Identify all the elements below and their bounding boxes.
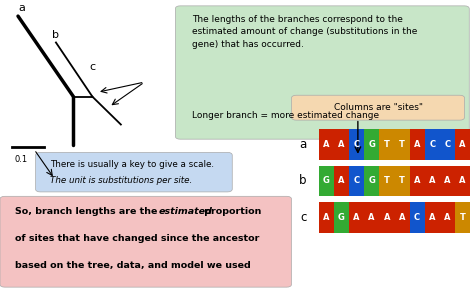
FancyBboxPatch shape — [349, 166, 364, 196]
Text: A: A — [338, 176, 345, 185]
FancyBboxPatch shape — [319, 166, 334, 196]
Text: a: a — [18, 3, 25, 13]
Text: The lengths of the branches correspond to the
estimated amount of change (substi: The lengths of the branches correspond t… — [192, 15, 417, 49]
FancyBboxPatch shape — [410, 202, 425, 233]
FancyBboxPatch shape — [36, 152, 232, 192]
Text: A: A — [323, 213, 329, 222]
Text: b: b — [52, 30, 59, 40]
FancyBboxPatch shape — [0, 196, 292, 287]
Text: 0.1: 0.1 — [14, 155, 27, 164]
Text: proportion: proportion — [201, 207, 261, 216]
Text: Columns are "sites": Columns are "sites" — [334, 103, 422, 112]
Text: A: A — [444, 213, 451, 222]
FancyBboxPatch shape — [379, 202, 394, 233]
Text: There is usually a key to give a scale.: There is usually a key to give a scale. — [50, 160, 214, 169]
Text: C: C — [429, 140, 435, 149]
Text: estimated: estimated — [158, 207, 212, 216]
Text: T: T — [384, 176, 390, 185]
Text: G: G — [338, 213, 345, 222]
FancyBboxPatch shape — [364, 129, 379, 160]
Text: c: c — [301, 211, 307, 224]
Text: T: T — [460, 213, 465, 222]
Text: A: A — [429, 176, 436, 185]
Text: A: A — [414, 140, 420, 149]
Text: G: G — [323, 176, 329, 185]
FancyBboxPatch shape — [394, 166, 410, 196]
FancyBboxPatch shape — [425, 202, 440, 233]
Text: T: T — [384, 140, 390, 149]
Text: The unit is substitutions per site.: The unit is substitutions per site. — [50, 176, 192, 185]
FancyBboxPatch shape — [455, 166, 470, 196]
FancyBboxPatch shape — [440, 166, 455, 196]
FancyBboxPatch shape — [334, 129, 349, 160]
Text: G: G — [368, 140, 375, 149]
Text: A: A — [459, 176, 466, 185]
FancyBboxPatch shape — [319, 129, 334, 160]
Text: A: A — [399, 213, 405, 222]
Text: based on the tree, data, and model we used: based on the tree, data, and model we us… — [15, 261, 251, 270]
FancyBboxPatch shape — [440, 129, 455, 160]
FancyBboxPatch shape — [455, 202, 470, 233]
FancyBboxPatch shape — [379, 166, 394, 196]
Text: T: T — [399, 176, 405, 185]
Text: C: C — [445, 140, 450, 149]
FancyBboxPatch shape — [394, 202, 410, 233]
Text: c: c — [89, 62, 95, 72]
Text: A: A — [323, 140, 329, 149]
FancyBboxPatch shape — [410, 166, 425, 196]
Text: a: a — [300, 138, 307, 151]
FancyBboxPatch shape — [364, 166, 379, 196]
Text: b: b — [299, 174, 307, 188]
FancyBboxPatch shape — [175, 6, 469, 139]
FancyBboxPatch shape — [410, 129, 425, 160]
FancyBboxPatch shape — [440, 202, 455, 233]
FancyBboxPatch shape — [349, 129, 364, 160]
Text: A: A — [414, 176, 420, 185]
FancyBboxPatch shape — [292, 95, 465, 120]
FancyBboxPatch shape — [334, 166, 349, 196]
Text: C: C — [414, 213, 420, 222]
FancyBboxPatch shape — [425, 166, 440, 196]
Text: A: A — [429, 213, 436, 222]
FancyBboxPatch shape — [334, 202, 349, 233]
FancyBboxPatch shape — [364, 202, 379, 233]
Text: C: C — [354, 140, 359, 149]
Text: C: C — [354, 176, 359, 185]
Text: T: T — [399, 140, 405, 149]
FancyBboxPatch shape — [319, 202, 334, 233]
FancyBboxPatch shape — [379, 129, 394, 160]
Text: G: G — [368, 176, 375, 185]
FancyBboxPatch shape — [425, 129, 440, 160]
FancyBboxPatch shape — [394, 129, 410, 160]
Text: So, branch lengths are the: So, branch lengths are the — [15, 207, 161, 216]
Text: A: A — [459, 140, 466, 149]
Text: A: A — [368, 213, 375, 222]
Text: A: A — [383, 213, 390, 222]
FancyBboxPatch shape — [349, 202, 364, 233]
Text: A: A — [353, 213, 360, 222]
Text: Longer branch = more estimated change: Longer branch = more estimated change — [192, 111, 379, 120]
Text: A: A — [338, 140, 345, 149]
Text: of sites that have changed since the ancestor: of sites that have changed since the anc… — [15, 234, 260, 243]
Text: A: A — [444, 176, 451, 185]
FancyBboxPatch shape — [455, 129, 470, 160]
